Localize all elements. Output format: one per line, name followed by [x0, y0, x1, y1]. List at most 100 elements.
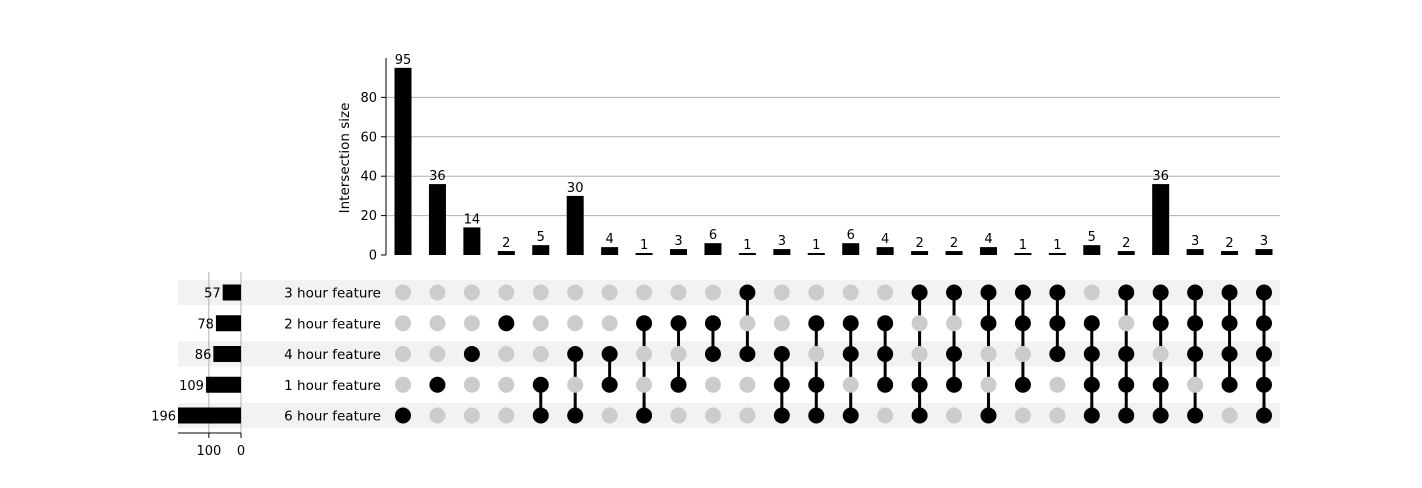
intersection-bar	[704, 243, 722, 255]
set-size-bar-4-hour-feature	[213, 346, 241, 362]
bar-value-label: 5	[537, 230, 545, 245]
intersection-bar	[1083, 245, 1101, 255]
bar-value-label: 2	[915, 236, 923, 251]
intersection-bar	[738, 253, 756, 255]
matrix-dot-empty	[498, 376, 515, 393]
bar-value-label: 2	[1225, 236, 1233, 251]
matrix-dot-empty	[704, 284, 721, 301]
matrix-dot-filled	[842, 315, 859, 332]
gridlines	[208, 96, 1280, 433]
matrix-dot-empty	[463, 407, 480, 424]
set-size-bar-3-hour-feature	[222, 284, 241, 301]
matrix-dot-empty	[808, 284, 825, 301]
matrix-dot-filled	[1221, 315, 1238, 332]
bar-value-label: 1	[1053, 238, 1061, 253]
intersection-bar	[945, 251, 963, 255]
bar-value-label: 4	[881, 232, 889, 247]
y-tick-label: 20	[360, 209, 377, 224]
matrix-dot-empty	[395, 376, 411, 393]
matrix-dot-filled	[739, 346, 756, 362]
bar-value-label: 36	[429, 169, 446, 184]
matrix-dot-filled	[636, 407, 653, 424]
y-tick-label: 40	[360, 170, 377, 185]
matrix-dot-filled	[670, 376, 687, 393]
matrix-dot-empty	[498, 284, 515, 301]
set-label-2-hour-feature: 2 hour feature	[284, 316, 381, 332]
bar-value-label: 14	[464, 212, 481, 227]
membership-matrix: 3 hour feature 2 hour feature 4 hour featu…	[284, 284, 1272, 425]
matrix-dot-empty	[842, 376, 859, 393]
bar-value-label: 2	[1122, 236, 1130, 251]
matrix-dot-filled	[773, 376, 790, 393]
bar-value-label: 6	[847, 228, 855, 243]
matrix-dot-filled	[1083, 407, 1100, 424]
matrix-dot-filled	[1187, 284, 1204, 301]
matrix-dot-empty	[395, 346, 411, 362]
matrix-dot-filled	[808, 407, 825, 424]
matrix-dot-filled	[1256, 315, 1272, 332]
matrix-dot-filled	[1187, 407, 1204, 424]
matrix-dot-filled	[1221, 376, 1238, 393]
matrix-dot-filled	[842, 346, 859, 362]
set-label-4-hour-feature: 4 hour feature	[284, 347, 381, 363]
matrix-dot-filled	[877, 315, 894, 332]
matrix-dot-filled	[1118, 376, 1135, 393]
matrix-dot-filled	[1014, 315, 1031, 332]
intersection-bar	[497, 251, 515, 255]
matrix-dot-empty	[739, 407, 756, 424]
matrix-dot-filled	[1049, 315, 1066, 332]
bar-value-label: 2	[502, 236, 510, 251]
matrix-dot-filled	[395, 407, 411, 424]
matrix-dot-empty	[567, 376, 584, 393]
matrix-dot-empty	[395, 315, 411, 332]
matrix-dot-filled	[739, 284, 756, 301]
intersection-bar	[601, 247, 619, 255]
matrix-dot-filled	[1014, 376, 1031, 393]
matrix-dot-filled	[911, 284, 928, 301]
matrix-dot-filled	[1152, 315, 1169, 332]
bar-value-label: 3	[1191, 234, 1199, 249]
set-size-label: 109	[179, 379, 204, 394]
matrix-dot-filled	[1049, 284, 1066, 301]
intersection-bar	[1117, 251, 1135, 255]
matrix-dot-empty	[601, 315, 618, 332]
axes: 0 20 40 60 80 100 0	[178, 58, 387, 459]
bar-value-label: 6	[709, 228, 717, 243]
matrix-dot-filled	[636, 315, 653, 332]
matrix-dot-empty	[842, 284, 859, 301]
y-tick-label: 80	[360, 91, 377, 106]
intersection-bar	[532, 245, 550, 255]
matrix-dot-empty	[1014, 346, 1031, 362]
set-size-label: 57	[204, 287, 221, 302]
set-size-label: 196	[151, 410, 176, 425]
matrix-dot-empty	[498, 407, 515, 424]
intersection-bar	[911, 251, 929, 255]
intersection-bar	[670, 249, 688, 255]
matrix-dot-empty	[739, 376, 756, 393]
matrix-dot-filled	[980, 315, 997, 332]
matrix-dot-filled	[808, 315, 825, 332]
matrix-dot-filled	[1083, 376, 1100, 393]
intersection-bar	[1014, 253, 1032, 255]
bar-value-label: 1	[1019, 238, 1027, 253]
matrix-dot-filled	[773, 407, 790, 424]
matrix-dot-empty	[1221, 407, 1238, 424]
set-size-bar-1-hour-feature	[205, 376, 241, 393]
matrix-dot-empty	[670, 284, 687, 301]
matrix-dot-filled	[1256, 407, 1272, 424]
bar-value-label: 30	[567, 181, 584, 196]
matrix-dot-filled	[1221, 346, 1238, 362]
matrix-dot-filled	[670, 315, 687, 332]
matrix-dot-empty	[704, 376, 721, 393]
matrix-dot-empty	[429, 284, 446, 301]
set-label-3-hour-feature: 3 hour feature	[284, 286, 381, 302]
matrix-dot-filled	[601, 376, 618, 393]
matrix-dot-empty	[429, 407, 446, 424]
matrix-dot-empty	[911, 346, 928, 362]
matrix-dot-filled	[877, 346, 894, 362]
matrix-dot-filled	[980, 407, 997, 424]
matrix-dot-empty	[670, 346, 687, 362]
matrix-dot-filled	[1049, 346, 1066, 362]
set-label-1-hour-feature: 1 hour feature	[284, 378, 381, 394]
